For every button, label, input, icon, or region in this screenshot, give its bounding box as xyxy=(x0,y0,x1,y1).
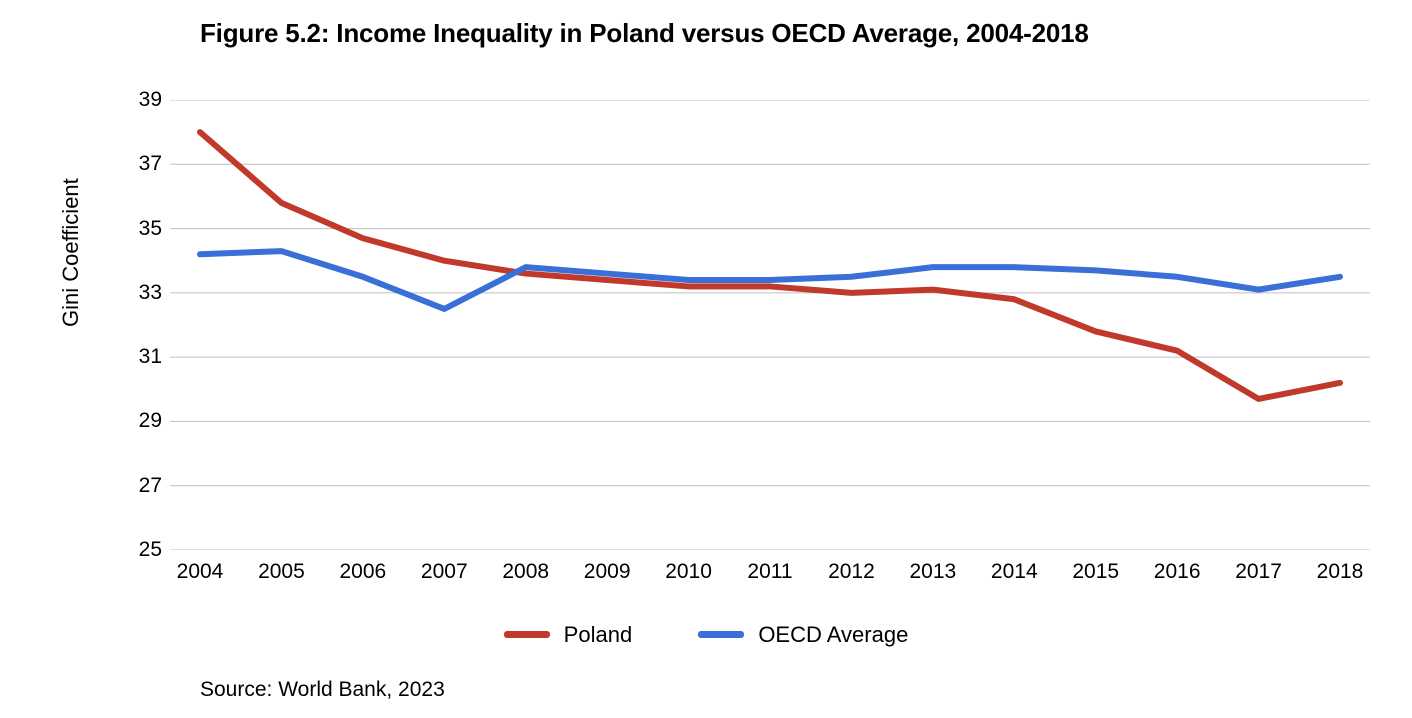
x-tick-label: 2004 xyxy=(177,560,224,584)
source-text: Source: World Bank, 2023 xyxy=(200,678,445,702)
y-axis-label: Gini Coefficient xyxy=(58,178,84,327)
x-tick-label: 2014 xyxy=(991,560,1038,584)
figure-container: Figure 5.2: Income Inequality in Poland … xyxy=(0,0,1412,718)
legend-swatch-oecd xyxy=(698,631,744,638)
chart-svg xyxy=(170,100,1370,550)
x-tick-label: 2011 xyxy=(747,560,792,584)
figure-title: Figure 5.2: Income Inequality in Poland … xyxy=(200,18,1089,49)
y-tick-label: 33 xyxy=(139,281,162,305)
y-tick-label: 25 xyxy=(139,538,162,562)
y-tick-label: 35 xyxy=(139,217,162,241)
y-tick-label: 37 xyxy=(139,152,162,176)
y-tick-label: 29 xyxy=(139,409,162,433)
legend-item-poland: Poland xyxy=(504,622,633,648)
chart-plot-area xyxy=(170,100,1370,550)
x-tick-label: 2017 xyxy=(1235,560,1282,584)
x-tick-label: 2006 xyxy=(339,560,386,584)
x-tick-label: 2009 xyxy=(584,560,631,584)
chart-legend: Poland OECD Average xyxy=(0,618,1412,648)
y-tick-label: 31 xyxy=(139,345,162,369)
x-tick-label: 2008 xyxy=(502,560,549,584)
x-tick-label: 2007 xyxy=(421,560,468,584)
legend-swatch-poland xyxy=(504,631,550,638)
x-tick-label: 2015 xyxy=(1072,560,1119,584)
y-tick-label: 39 xyxy=(139,88,162,112)
x-tick-label: 2016 xyxy=(1154,560,1201,584)
x-tick-label: 2018 xyxy=(1317,560,1364,584)
x-tick-label: 2013 xyxy=(909,560,956,584)
legend-label-oecd: OECD Average xyxy=(758,622,908,648)
x-tick-label: 2012 xyxy=(828,560,875,584)
legend-item-oecd: OECD Average xyxy=(698,622,908,648)
y-tick-label: 27 xyxy=(139,474,162,498)
legend-label-poland: Poland xyxy=(564,622,633,648)
x-tick-label: 2005 xyxy=(258,560,305,584)
x-tick-label: 2010 xyxy=(665,560,712,584)
